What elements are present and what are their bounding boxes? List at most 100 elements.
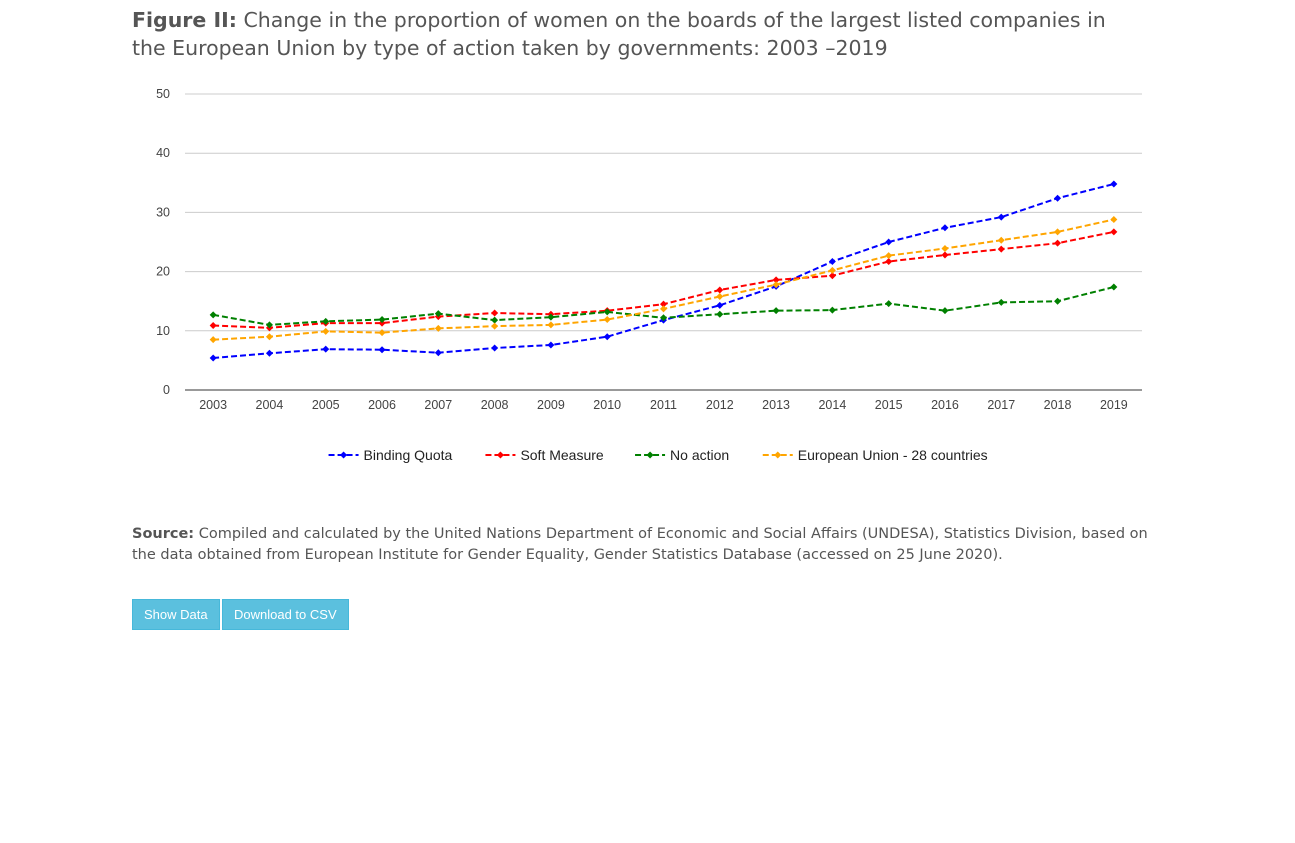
x-tick-label: 2012	[706, 398, 734, 412]
data-point[interactable]	[1110, 180, 1118, 188]
x-tick-label: 2008	[481, 398, 509, 412]
data-point[interactable]	[209, 336, 217, 344]
data-point[interactable]	[1110, 216, 1118, 224]
data-point[interactable]	[885, 252, 893, 260]
data-point[interactable]	[434, 349, 442, 357]
source-label: Source:	[132, 526, 195, 542]
data-point[interactable]	[209, 321, 217, 329]
source-note: Source: Compiled and calculated by the U…	[132, 524, 1172, 566]
data-point[interactable]	[434, 324, 442, 332]
series-european-union-28-countries	[209, 216, 1118, 344]
chart-legend: Binding Quota Soft Measure No action Europe…	[328, 447, 988, 463]
data-point[interactable]	[491, 309, 499, 317]
data-point[interactable]	[772, 276, 780, 284]
data-point[interactable]	[660, 314, 667, 322]
data-point[interactable]	[941, 224, 949, 232]
data-point[interactable]	[378, 329, 386, 337]
data-point[interactable]	[209, 311, 217, 319]
data-point[interactable]	[885, 238, 893, 246]
data-point[interactable]	[660, 305, 667, 313]
legend-item[interactable]: European Union - 28 countries	[762, 447, 988, 463]
x-tick-label: 2011	[650, 398, 677, 412]
legend-item[interactable]: Binding Quota	[328, 447, 453, 463]
data-point[interactable]	[1054, 194, 1062, 202]
data-point[interactable]	[209, 354, 217, 362]
y-tick-label: 40	[156, 146, 170, 160]
x-tick-label: 2015	[875, 398, 903, 412]
data-point[interactable]	[1110, 283, 1118, 291]
legend-item[interactable]: Soft Measure	[485, 447, 604, 463]
data-point[interactable]	[772, 307, 780, 315]
data-point[interactable]	[941, 245, 949, 253]
data-point[interactable]	[885, 300, 893, 308]
data-point[interactable]	[941, 251, 949, 259]
data-point[interactable]	[828, 306, 836, 314]
data-point[interactable]	[265, 349, 273, 357]
line-chart: 0 10 20 30 40 50 2003 2004 2005 2006 2007 2008 2009 2…	[156, 87, 1142, 463]
data-point[interactable]	[716, 310, 724, 318]
download-csv-button[interactable]: Download to CSV	[222, 599, 349, 630]
series-no-action	[209, 283, 1118, 329]
chart-axes: 0 10 20 30 40 50 2003 2004 2005 2006 2007 2008 2009 2…	[156, 87, 1142, 412]
data-point[interactable]	[378, 316, 386, 324]
data-point[interactable]	[997, 213, 1005, 221]
x-tick-label: 2013	[762, 398, 790, 412]
x-tick-label: 2006	[368, 398, 396, 412]
data-point[interactable]	[265, 333, 273, 341]
data-point[interactable]	[491, 344, 499, 352]
data-point[interactable]	[772, 281, 780, 289]
show-data-button[interactable]: Show Data	[132, 599, 220, 630]
data-point[interactable]	[547, 341, 555, 349]
data-point[interactable]	[491, 322, 499, 330]
y-tick-label: 20	[156, 265, 170, 279]
data-point[interactable]	[491, 316, 499, 324]
data-point[interactable]	[716, 292, 724, 300]
legend-item[interactable]: No action	[635, 447, 729, 463]
legend-label: Soft Measure	[520, 447, 603, 463]
data-point[interactable]	[997, 298, 1005, 306]
chart-series	[209, 180, 1118, 362]
legend-label: European Union - 28 countries	[798, 447, 988, 463]
data-point[interactable]	[378, 346, 386, 354]
data-point[interactable]	[997, 236, 1005, 244]
figure-title: Figure II: Change in the proportion of w…	[132, 6, 1132, 62]
data-point[interactable]	[660, 300, 667, 308]
source-text: Compiled and calculated by the United Na…	[132, 526, 1148, 563]
data-point[interactable]	[322, 317, 330, 325]
data-point[interactable]	[322, 345, 330, 353]
y-tick-label: 0	[163, 383, 170, 397]
data-point[interactable]	[828, 258, 836, 266]
data-point[interactable]	[378, 319, 386, 327]
data-point[interactable]	[1054, 228, 1062, 236]
data-point[interactable]	[1110, 228, 1118, 236]
data-point[interactable]	[322, 327, 330, 335]
x-tick-label: 2018	[1044, 398, 1072, 412]
legend-marker	[340, 451, 348, 459]
data-point[interactable]	[828, 266, 836, 274]
data-point[interactable]	[547, 313, 555, 321]
data-point[interactable]	[941, 307, 949, 315]
x-tick-label: 2019	[1100, 398, 1128, 412]
series-binding-quota	[209, 180, 1118, 362]
legend-label: Binding Quota	[364, 447, 453, 463]
data-point[interactable]	[603, 308, 611, 316]
data-point[interactable]	[1054, 239, 1062, 247]
data-point[interactable]	[716, 286, 724, 294]
data-point[interactable]	[434, 310, 442, 318]
x-tick-label: 2010	[593, 398, 621, 412]
data-point[interactable]	[547, 321, 555, 329]
data-point[interactable]	[828, 272, 836, 280]
y-tick-label: 30	[156, 205, 170, 219]
x-tick-label: 2007	[424, 398, 452, 412]
data-point[interactable]	[997, 245, 1005, 253]
figure-label: Figure II:	[132, 8, 237, 32]
data-point[interactable]	[716, 301, 724, 309]
x-tick-label: 2005	[312, 398, 340, 412]
y-tick-label: 10	[156, 324, 170, 338]
data-point[interactable]	[265, 321, 273, 329]
data-point[interactable]	[1054, 297, 1062, 305]
data-point[interactable]	[885, 258, 893, 266]
data-point[interactable]	[603, 333, 611, 341]
data-point[interactable]	[603, 316, 611, 324]
legend-marker	[774, 451, 782, 459]
